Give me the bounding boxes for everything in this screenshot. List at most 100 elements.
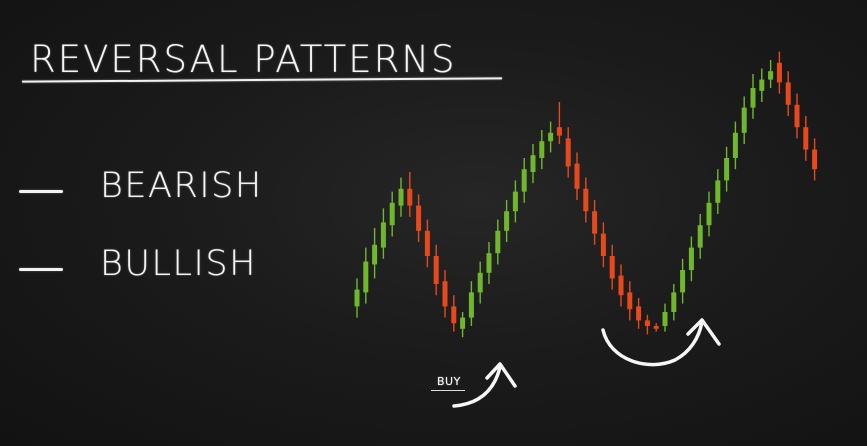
arrowhead-buy-icon [485,362,517,388]
candle [715,169,721,214]
candle [407,172,413,217]
candle-body [803,127,809,150]
candle-body [389,202,395,226]
candle-body [732,132,738,158]
candle [495,219,501,265]
candle-body [372,244,378,265]
candle [724,146,730,192]
candle-body [363,261,369,293]
candle [521,158,527,203]
candle [680,258,686,304]
candle-body [539,141,545,158]
candle-body [548,132,554,142]
candle [776,51,782,94]
candle-body [512,191,518,212]
candle [512,180,518,223]
candle-body [794,104,800,128]
candle [486,242,492,284]
candle [424,219,430,268]
candle-body [759,79,765,91]
candle-body [486,253,492,273]
candle [803,116,809,161]
candle [583,177,589,223]
candle-body [812,149,818,170]
candle-body [354,289,360,307]
candle [750,74,756,119]
candle-body [644,320,650,326]
candle-body [416,205,422,231]
buy-label: BUY [437,375,461,388]
candle [354,278,360,318]
candle [600,222,606,268]
candle [768,60,774,88]
candle [372,228,378,279]
candle-body [653,326,659,329]
candle-body [776,62,782,83]
candle [565,127,571,178]
candle-body [433,256,439,284]
page-title: REVERSAL PATTERNS [30,38,457,81]
candle [416,194,422,242]
candle-body [451,306,457,324]
candle [627,281,633,321]
candle-body [442,281,448,307]
arrowhead-u-curve-icon [686,318,721,346]
candle-body [424,230,430,256]
candle-body [530,155,536,172]
candle-body [688,247,694,270]
buy-underline [431,390,465,391]
candle [592,200,598,245]
candle-body [592,211,598,234]
candle-body [618,275,624,296]
candle [468,281,474,326]
candle [688,236,694,282]
candle-body [671,292,677,312]
candle [609,244,615,290]
candle-body [407,188,413,206]
candle [556,102,562,144]
candle [433,244,439,296]
candle-body [398,188,404,206]
candle-body [680,270,686,293]
candle [706,191,712,237]
candle [548,121,554,153]
candle-body [574,163,580,189]
candle [644,314,650,335]
candle-body [627,292,633,310]
candle [812,138,818,181]
candle-body [504,211,510,231]
candle-body [741,107,747,133]
candle [785,71,791,116]
candle [732,121,738,170]
candle [477,261,483,304]
list-item-bearish: BEARISH [100,166,263,206]
candle [618,264,624,307]
curved-arrow-buy-icon [452,365,502,408]
candle [389,191,395,237]
candles-group [354,51,818,338]
candle [442,270,448,318]
candle-body [380,222,386,248]
candle-body [724,158,730,181]
candle [530,144,536,184]
candle [653,323,659,332]
candle-body [697,225,703,248]
candle-body [609,256,615,279]
candle [794,93,800,139]
candle [363,247,369,304]
candle [460,312,466,338]
candle [697,214,703,259]
candle-body [583,188,589,212]
candle [574,152,580,200]
candle [741,96,747,144]
list-item-bullish: BULLISH [100,244,257,284]
candle-body [715,180,721,203]
candle [504,200,510,242]
candle-body [785,82,791,105]
candle [671,284,677,321]
candle-body [636,306,642,321]
candle-body [556,127,562,136]
candle-body [662,312,668,326]
candle [662,303,668,332]
